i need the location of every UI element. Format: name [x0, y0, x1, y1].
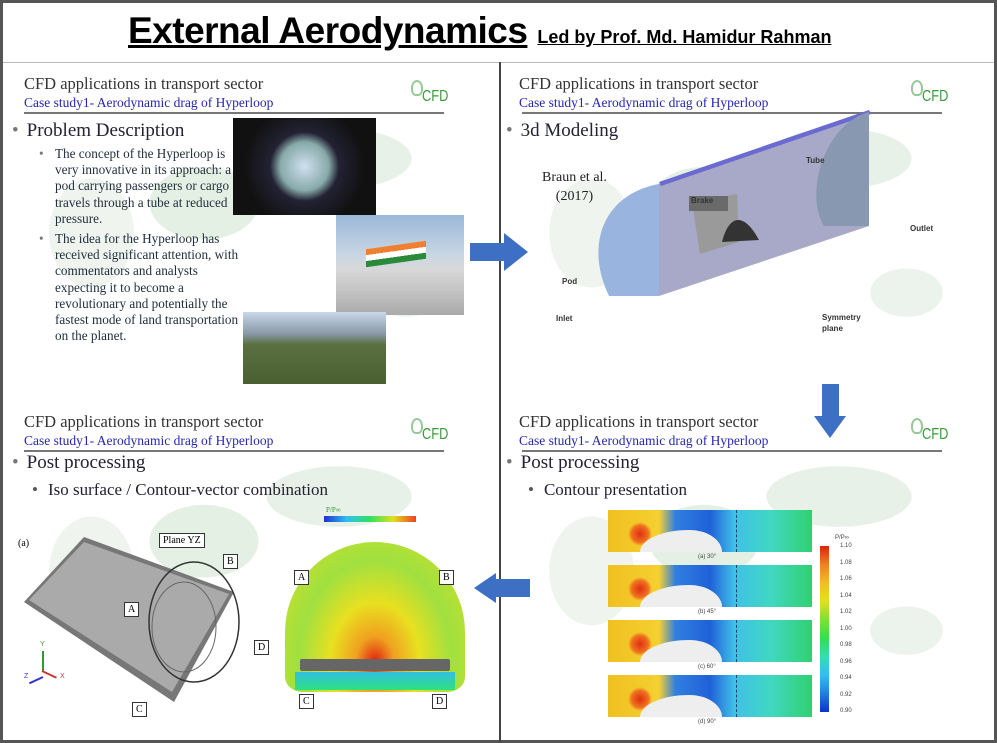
pod-rear — [722, 219, 759, 242]
section-heading: 3d Modeling — [506, 120, 619, 142]
header-rule — [24, 450, 444, 452]
marker-a: A — [124, 602, 140, 617]
slide-title: CFD applications in transport sector — [24, 412, 264, 431]
quadrant-contour-presentation: CFD applications in transport sector Cas… — [504, 402, 994, 740]
contour-panel-45deg — [608, 565, 812, 607]
hyperloop-tunnel-photo — [233, 118, 376, 215]
slide-subtitle: Case study1- Aerodynamic drag of Hyperlo… — [519, 433, 769, 448]
panel-label: (a) — [18, 538, 30, 549]
description-list: The concept of the Hyperloop is very inn… — [39, 146, 239, 348]
divider-horizontal — [3, 62, 994, 63]
cfd-logo: CFD — [909, 414, 949, 448]
cfd-logo: CFD — [409, 76, 449, 110]
page-title: External Aerodynamics Led by Prof. Md. H… — [128, 10, 888, 52]
tube-top-edge — [659, 110, 871, 186]
colorbar-tick: 0.96 — [840, 658, 852, 665]
slide-title: CFD applications in transport sector — [519, 412, 759, 431]
contour-marker-b: B — [439, 570, 454, 585]
contour-marker-d: D — [432, 694, 448, 709]
label-inlet: Inlet — [556, 314, 573, 323]
marker-c: C — [132, 702, 147, 717]
label-tube: Tube — [806, 156, 825, 165]
quadrant-problem-description: CFD applications in transport sector Cas… — [4, 64, 494, 402]
colorbar-tick: 0.92 — [840, 691, 852, 698]
label-brake: Brake — [691, 196, 714, 205]
marker-d: D — [254, 640, 270, 655]
caption-60deg: (c) 60° — [698, 664, 716, 670]
subsection-heading: Contour presentation — [528, 480, 687, 500]
slide-subtitle: Case study1- Aerodynamic drag of Hyperlo… — [519, 95, 769, 110]
vehicle-top — [29, 542, 229, 692]
outlet-face — [816, 112, 869, 226]
colorbar-tick: 0.94 — [840, 675, 852, 681]
slide-title: CFD applications in transport sector — [519, 74, 759, 93]
tube-3d-model-diagram — [598, 110, 871, 296]
hyperloop-test-track-photo — [243, 312, 386, 384]
slide-title: CFD applications in transport sector — [24, 74, 264, 93]
quadrant-iso-surface: CFD applications in transport sector Cas… — [4, 402, 494, 740]
colorbar-tick: 1.10 — [840, 543, 852, 549]
colorbar-tick: 0.90 — [840, 708, 852, 714]
pressure-contour-circle — [285, 542, 465, 692]
contour-panel-30deg — [608, 510, 812, 552]
header-rule — [24, 112, 444, 114]
plane-yz-label: Plane YZ — [159, 533, 205, 548]
cfd-logo: CFD — [409, 414, 449, 448]
divider-vertical — [499, 62, 501, 743]
inlet-face — [598, 184, 659, 296]
legend-title: P/P∞ — [326, 506, 341, 514]
section-heading: Post processing — [12, 452, 146, 474]
colorbar-tick: 1.08 — [840, 559, 852, 566]
caption-30deg: (a) 30° — [698, 554, 717, 560]
title-main: External Aerodynamics — [128, 10, 528, 51]
contour-panel-60deg — [608, 620, 812, 662]
colorbar-title: P/P∞ — [835, 535, 849, 541]
section-heading: Problem Description — [12, 120, 185, 142]
label-symmetry-plane: Symmetry plane — [822, 313, 861, 333]
label-pod: Pod — [562, 277, 578, 286]
marker-b: B — [223, 554, 238, 569]
brake — [689, 196, 728, 211]
label-outlet: Outlet — [910, 224, 934, 233]
section-heading: Post processing — [506, 452, 640, 474]
hyperloop-pod-india-photo — [336, 215, 464, 315]
colorbar-tick: 0.98 — [840, 642, 852, 648]
caption-45deg: (b) 45° — [698, 609, 717, 615]
plane-yz-loop — [148, 561, 240, 683]
colorbar — [820, 546, 829, 712]
colorbar-tick: 1.06 — [840, 576, 852, 582]
slide-subtitle: Case study1- Aerodynamic drag of Hyperlo… — [24, 433, 274, 448]
header-rule — [522, 450, 942, 452]
citation: Braun et al. (2017) — [542, 170, 607, 204]
contour-marker-c: C — [299, 694, 314, 709]
colorbar-tick: 1.00 — [840, 625, 852, 632]
cfd-logo: CFD — [909, 76, 949, 110]
slide-subtitle: Case study1- Aerodynamic drag of Hyperlo… — [24, 95, 274, 110]
title-subtitle: Led by Prof. Md. Hamidur Rahman — [537, 27, 832, 47]
legend-colorbar — [324, 516, 416, 522]
caption-90deg: (d) 90° — [698, 719, 717, 725]
contour-panel-90deg — [608, 675, 812, 717]
bullet-concept: The concept of the Hyperloop is very inn… — [39, 146, 239, 227]
iso-surface-figure — [24, 537, 240, 702]
subsection-heading: Iso surface / Contour-vector combination — [32, 480, 328, 500]
bullet-attention: The idea for the Hyperloop has received … — [39, 231, 239, 344]
streamline-loop — [151, 581, 217, 673]
colorbar-tick: 1.04 — [840, 592, 852, 599]
header-rule — [522, 112, 942, 114]
quadrant-3d-modeling: CFD applications in transport sector Cas… — [504, 64, 994, 402]
colorbar-tick: 1.02 — [840, 609, 852, 615]
contour-marker-a: A — [294, 570, 310, 585]
